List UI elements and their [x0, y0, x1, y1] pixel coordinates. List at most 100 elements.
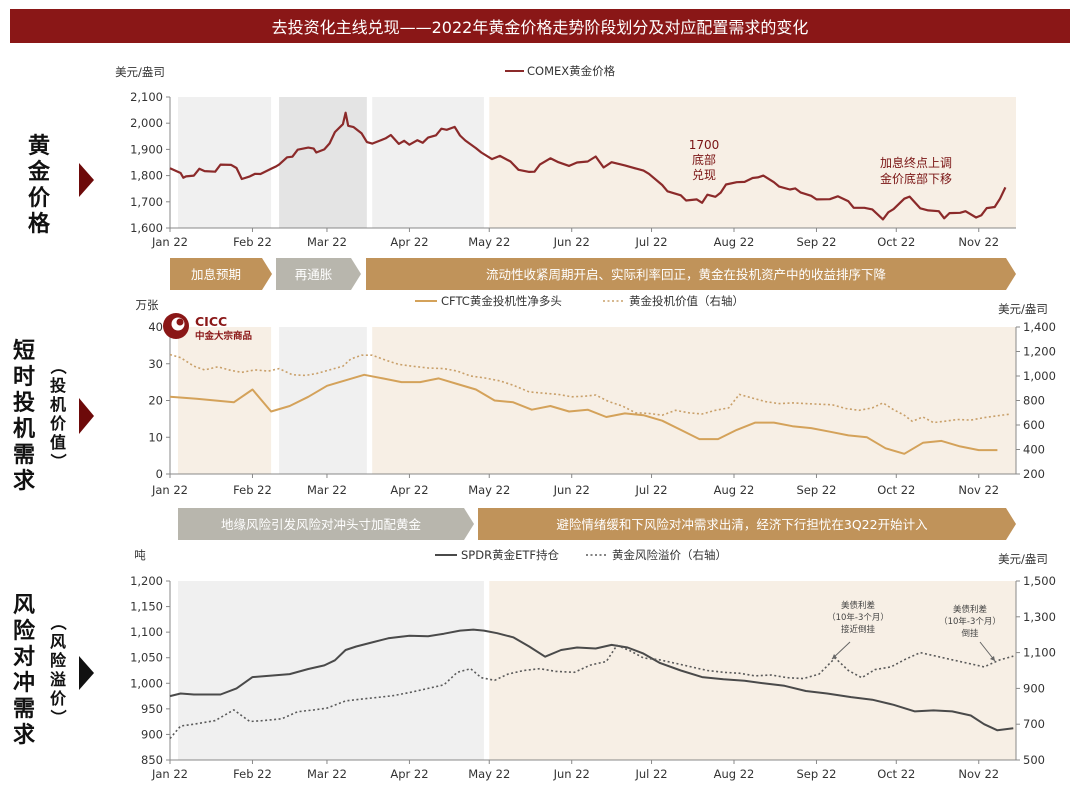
svg-text:）: ） — [48, 709, 67, 725]
spec-shaded-period-2 — [279, 327, 367, 474]
annotation-curve-1-line-2: （10年-3个月） — [827, 612, 889, 623]
spec-y-tick-label-left: 20 — [148, 394, 163, 408]
hedge-y-tick-label-right: 700 — [1023, 717, 1045, 731]
hedge-series-line-1 — [169, 628, 1014, 732]
spec-x-tick-label: Jun 22 — [553, 483, 590, 497]
row-label-hedging-sub: （ 风险溢价） — [48, 614, 67, 725]
spec-x-tick-label: Jan 22 — [151, 483, 188, 497]
svg-text:需: 需 — [13, 697, 35, 722]
hedge-shaded-period-1 — [177, 581, 484, 760]
gold-shaded-period-1 — [177, 97, 272, 228]
gold-x-tick-label: Mar 22 — [307, 235, 347, 249]
phase-arrow-geopolitical — [178, 508, 474, 540]
svg-text:黄: 黄 — [28, 134, 50, 159]
spec-x-tick-label: Mar 22 — [307, 483, 347, 497]
phase-arrow-rate-hike-label: 加息预期 — [191, 267, 241, 282]
hedge-x-tick-label: Mar 22 — [307, 767, 347, 781]
hedge-x-tick-label: Feb 22 — [233, 767, 272, 781]
svg-text:风: 风 — [50, 632, 66, 651]
annotation-1700-line-1: 1700 — [689, 138, 720, 152]
spec-x-tick-label: Aug 22 — [714, 483, 755, 497]
spec-x-tick-label: Feb 22 — [233, 483, 272, 497]
spec-y-tick-label-right: 1,200 — [1023, 345, 1056, 359]
spec-y-tick-label-right: 200 — [1023, 467, 1045, 481]
cicc-logo-name: CICC — [195, 314, 227, 329]
svg-text:需: 需 — [13, 443, 35, 468]
spec-y-tick-label-right: 600 — [1023, 418, 1045, 432]
hedge-x-tick-label: May 22 — [468, 767, 510, 781]
gold-series-line-1 — [169, 111, 1007, 221]
svg-text:价: 价 — [28, 186, 51, 211]
cicc-logo-sub: 中金大宗商品 — [195, 330, 252, 342]
phase-arrow-reflation — [276, 258, 361, 290]
svg-text:短: 短 — [13, 339, 35, 364]
phase-arrow-hedge-unwind — [478, 508, 1016, 540]
gold-x-tick-label: Nov 22 — [958, 235, 999, 249]
spec-y-tick-label-right: 1,400 — [1023, 320, 1056, 334]
svg-text:对: 对 — [13, 645, 35, 670]
gold-x-tick-label: Jan 22 — [151, 235, 188, 249]
hedge-y-tick-label-right: 1,500 — [1023, 574, 1056, 588]
svg-text:冲: 冲 — [13, 671, 35, 696]
annotation-curve-1-line-3: 接近倒挂 — [841, 624, 876, 635]
spec-series-line-1 — [169, 373, 998, 455]
gold-x-tick-label: Jul 22 — [634, 235, 667, 249]
svg-text:风: 风 — [13, 593, 35, 618]
spec-x-tick-label: Jul 22 — [634, 483, 667, 497]
svg-text:金: 金 — [27, 159, 51, 185]
row-label-speculative-sub: （ 投机价值） — [48, 358, 67, 469]
gold-y-tick-label-left: 1,700 — [130, 195, 163, 209]
row-label-hedging-demand: 风险对冲需求 — [13, 593, 36, 748]
spec-x-tick-label: Apr 22 — [390, 483, 428, 497]
phase-arrow-reflation-label: 再通胀 — [295, 267, 333, 282]
svg-text:）: ） — [48, 453, 67, 469]
svg-text:格: 格 — [28, 211, 51, 237]
spec-shaded-period-3 — [372, 327, 1016, 474]
hedge-y-tick-label-left: 1,050 — [130, 651, 163, 665]
gold-legend-label: COMEX黄金价格 — [527, 64, 616, 78]
hedge-y-tick-label-left: 850 — [141, 753, 163, 767]
svg-text:险: 险 — [50, 651, 67, 670]
hedge-y-tick-label-left: 950 — [141, 702, 163, 716]
hedge-panel: 850 900 950 1,000 1,050 1,100 1,150 1,200 500 700… — [130, 548, 1056, 781]
spec-y-tick-label-left: 10 — [148, 430, 163, 444]
gold-y-tick-label-left: 1,800 — [130, 169, 163, 183]
phase-arrow-rate-hike — [170, 258, 272, 290]
spec-y-tick-label-left: 0 — [156, 467, 163, 481]
annotation-curve-1-pointer-head — [832, 654, 837, 659]
hedge-legend-label-2: 黄金风险溢价（右轴） — [612, 548, 727, 562]
gold-shaded-period-2 — [279, 97, 367, 228]
svg-text:投: 投 — [50, 376, 66, 395]
spec-x-tick-label: May 22 — [468, 483, 510, 497]
hedge-x-tick-label: Sep 22 — [796, 767, 836, 781]
hedge-y-axis-title-right: 美元/盎司 — [998, 552, 1048, 566]
phase-arrow-liquidity — [366, 258, 1016, 290]
spec-series-line-2 — [169, 353, 1011, 424]
hedge-x-tick-label: Jul 22 — [634, 767, 667, 781]
hedge-x-tick-label: Nov 22 — [958, 767, 999, 781]
phase-arrow-geopolitical-label: 地缘风险引发风险对冲头寸加配黄金 — [221, 517, 422, 532]
side-arrow-gold — [79, 163, 94, 197]
annotation-1700-line-2: 底部 — [692, 152, 716, 167]
hedge-x-tick-label: Oct 22 — [877, 767, 915, 781]
svg-text:值: 值 — [50, 433, 66, 452]
hedge-x-tick-label: Apr 22 — [390, 767, 428, 781]
spec-legend-label-1: CFTC黄金投机性净多头 — [441, 294, 562, 308]
hedge-shaded-period-2 — [489, 581, 1017, 760]
hedge-y-tick-label-left: 1,100 — [130, 625, 163, 639]
svg-text:投: 投 — [13, 391, 35, 416]
gold-y-axis-title: 美元/盎司 — [115, 65, 165, 79]
annotation-curve-2-line-1: 美债利差 — [953, 604, 987, 615]
spec-y-tick-label-left: 30 — [148, 357, 163, 371]
hedge-y-tick-label-left: 1,150 — [130, 600, 163, 614]
hedge-y-tick-label-left: 1,000 — [130, 676, 163, 690]
gold-x-tick-label: Oct 22 — [877, 235, 915, 249]
spec-y-axis-title-right: 美元/盎司 — [998, 302, 1048, 316]
chart-title-bar: 去投资化主线兑现——2022年黄金价格走势阶段划分及对应配置需求的变化 — [10, 9, 1070, 43]
hedge-y-axis-title-left: 吨 — [134, 548, 146, 562]
svg-text:险: 险 — [13, 618, 36, 644]
spec-y-axis-title-left: 万张 — [136, 298, 159, 312]
spec-x-tick-label: Sep 22 — [796, 483, 836, 497]
